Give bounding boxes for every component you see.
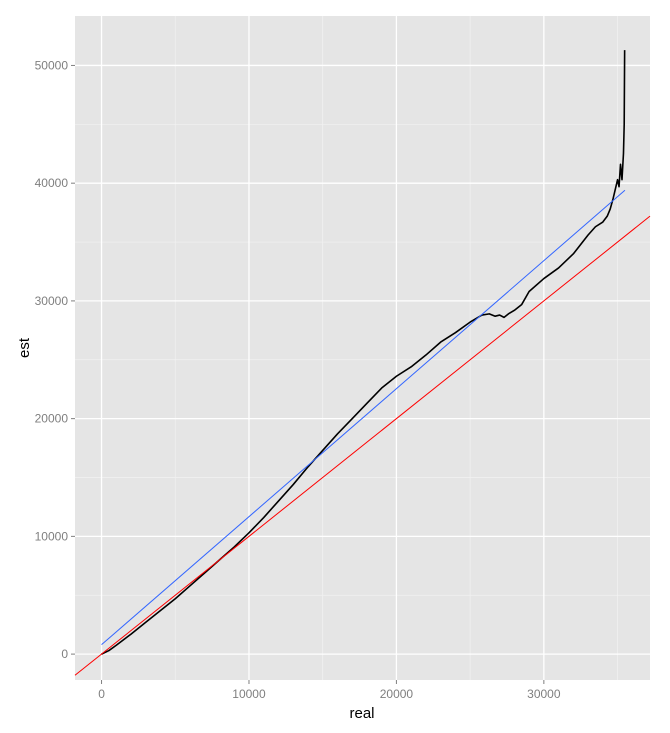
x-tick-label: 0 [98, 687, 105, 701]
x-axis-title: real [349, 705, 374, 722]
major-gridlines [75, 16, 650, 680]
y-tick-label: 20000 [35, 412, 69, 426]
y-tick-label: 50000 [35, 58, 69, 72]
fit-line [101, 189, 626, 646]
x-tick-label: 30000 [527, 687, 561, 701]
x-tick-label: 10000 [232, 687, 266, 701]
y-tick-label: 0 [61, 647, 68, 661]
y-tick-label: 30000 [35, 294, 69, 308]
identity-line [74, 215, 651, 676]
x-axis-ticks: 0 10000 20000 30000 [98, 680, 561, 701]
y-axis-title: est [16, 337, 33, 358]
y-tick-label: 10000 [35, 529, 69, 543]
plot-panel [75, 16, 650, 680]
y-axis-ticks: 0 10000 20000 30000 40000 50000 [35, 58, 75, 661]
y-tick-label: 40000 [35, 176, 69, 190]
minor-gridlines [75, 16, 650, 680]
x-tick-label: 20000 [380, 687, 414, 701]
series-layer [74, 50, 651, 676]
